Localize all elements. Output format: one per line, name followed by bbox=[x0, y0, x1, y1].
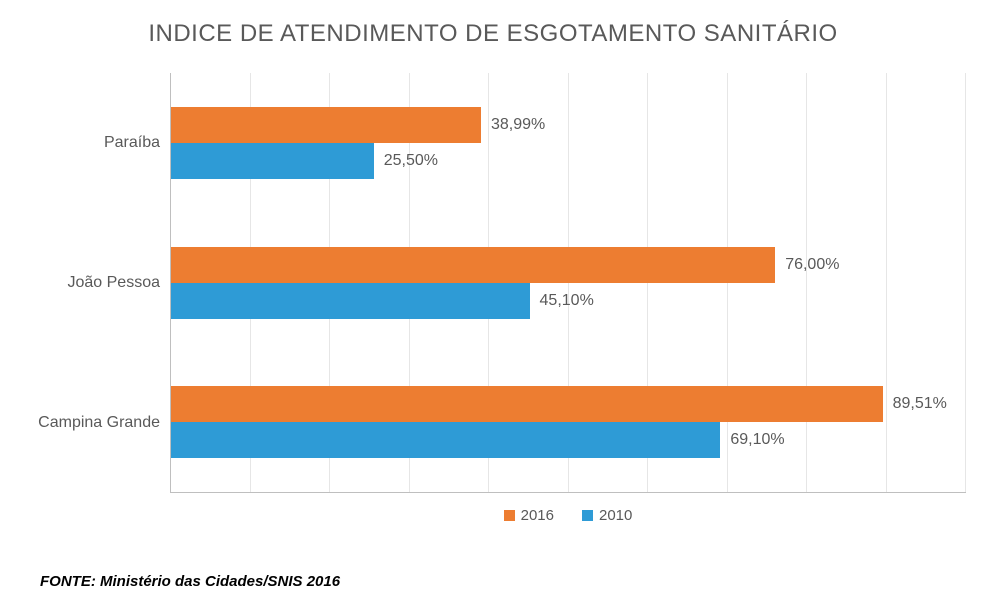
bar-row: 38,99% bbox=[171, 107, 966, 143]
chart-title: INDICE DE ATENDIMENTO DE ESGOTAMENTO SAN… bbox=[20, 20, 966, 48]
y-axis-labels: Paraíba João Pessoa Campina Grande bbox=[20, 73, 170, 493]
bar bbox=[171, 143, 374, 179]
y-label: Campina Grande bbox=[20, 353, 160, 493]
value-label: 25,50% bbox=[384, 152, 438, 170]
value-label: 89,51% bbox=[893, 395, 947, 413]
plot-area: 38,99% 25,50% 76,00% 45,10% 89,51% 69,10% bbox=[170, 73, 966, 493]
chart-legend: 2016 2010 bbox=[170, 493, 966, 532]
value-label: 76,00% bbox=[785, 256, 839, 274]
value-label: 69,10% bbox=[730, 431, 784, 449]
bar-row: 69,10% bbox=[171, 422, 966, 458]
bar-group: 76,00% 45,10% bbox=[171, 213, 966, 353]
value-label: 45,10% bbox=[540, 292, 594, 310]
bar bbox=[171, 107, 481, 143]
bar-row: 76,00% bbox=[171, 247, 966, 283]
bar-row: 25,50% bbox=[171, 143, 966, 179]
y-label: Paraíba bbox=[20, 73, 160, 213]
legend-item-2010: 2010 bbox=[582, 507, 632, 524]
source-text: FONTE: Ministério das Cidades/SNIS 2016 bbox=[40, 573, 340, 590]
legend-label: 2016 bbox=[521, 507, 554, 524]
legend-item-2016: 2016 bbox=[504, 507, 554, 524]
value-label: 38,99% bbox=[491, 116, 545, 134]
legend-swatch bbox=[504, 510, 515, 521]
bar-row: 45,10% bbox=[171, 283, 966, 319]
bar-group: 38,99% 25,50% bbox=[171, 73, 966, 213]
legend-swatch bbox=[582, 510, 593, 521]
bar bbox=[171, 283, 530, 319]
y-label: João Pessoa bbox=[20, 213, 160, 353]
chart-container: INDICE DE ATENDIMENTO DE ESGOTAMENTO SAN… bbox=[0, 0, 986, 592]
plot-wrap: Paraíba João Pessoa Campina Grande 38,99… bbox=[20, 73, 966, 493]
bar bbox=[171, 386, 883, 422]
bar-groups: 38,99% 25,50% 76,00% 45,10% 89,51% 69,10% bbox=[171, 73, 966, 492]
bar-group: 89,51% 69,10% bbox=[171, 352, 966, 492]
legend-label: 2010 bbox=[599, 507, 632, 524]
bar-row: 89,51% bbox=[171, 386, 966, 422]
bar bbox=[171, 247, 775, 283]
bar bbox=[171, 422, 720, 458]
